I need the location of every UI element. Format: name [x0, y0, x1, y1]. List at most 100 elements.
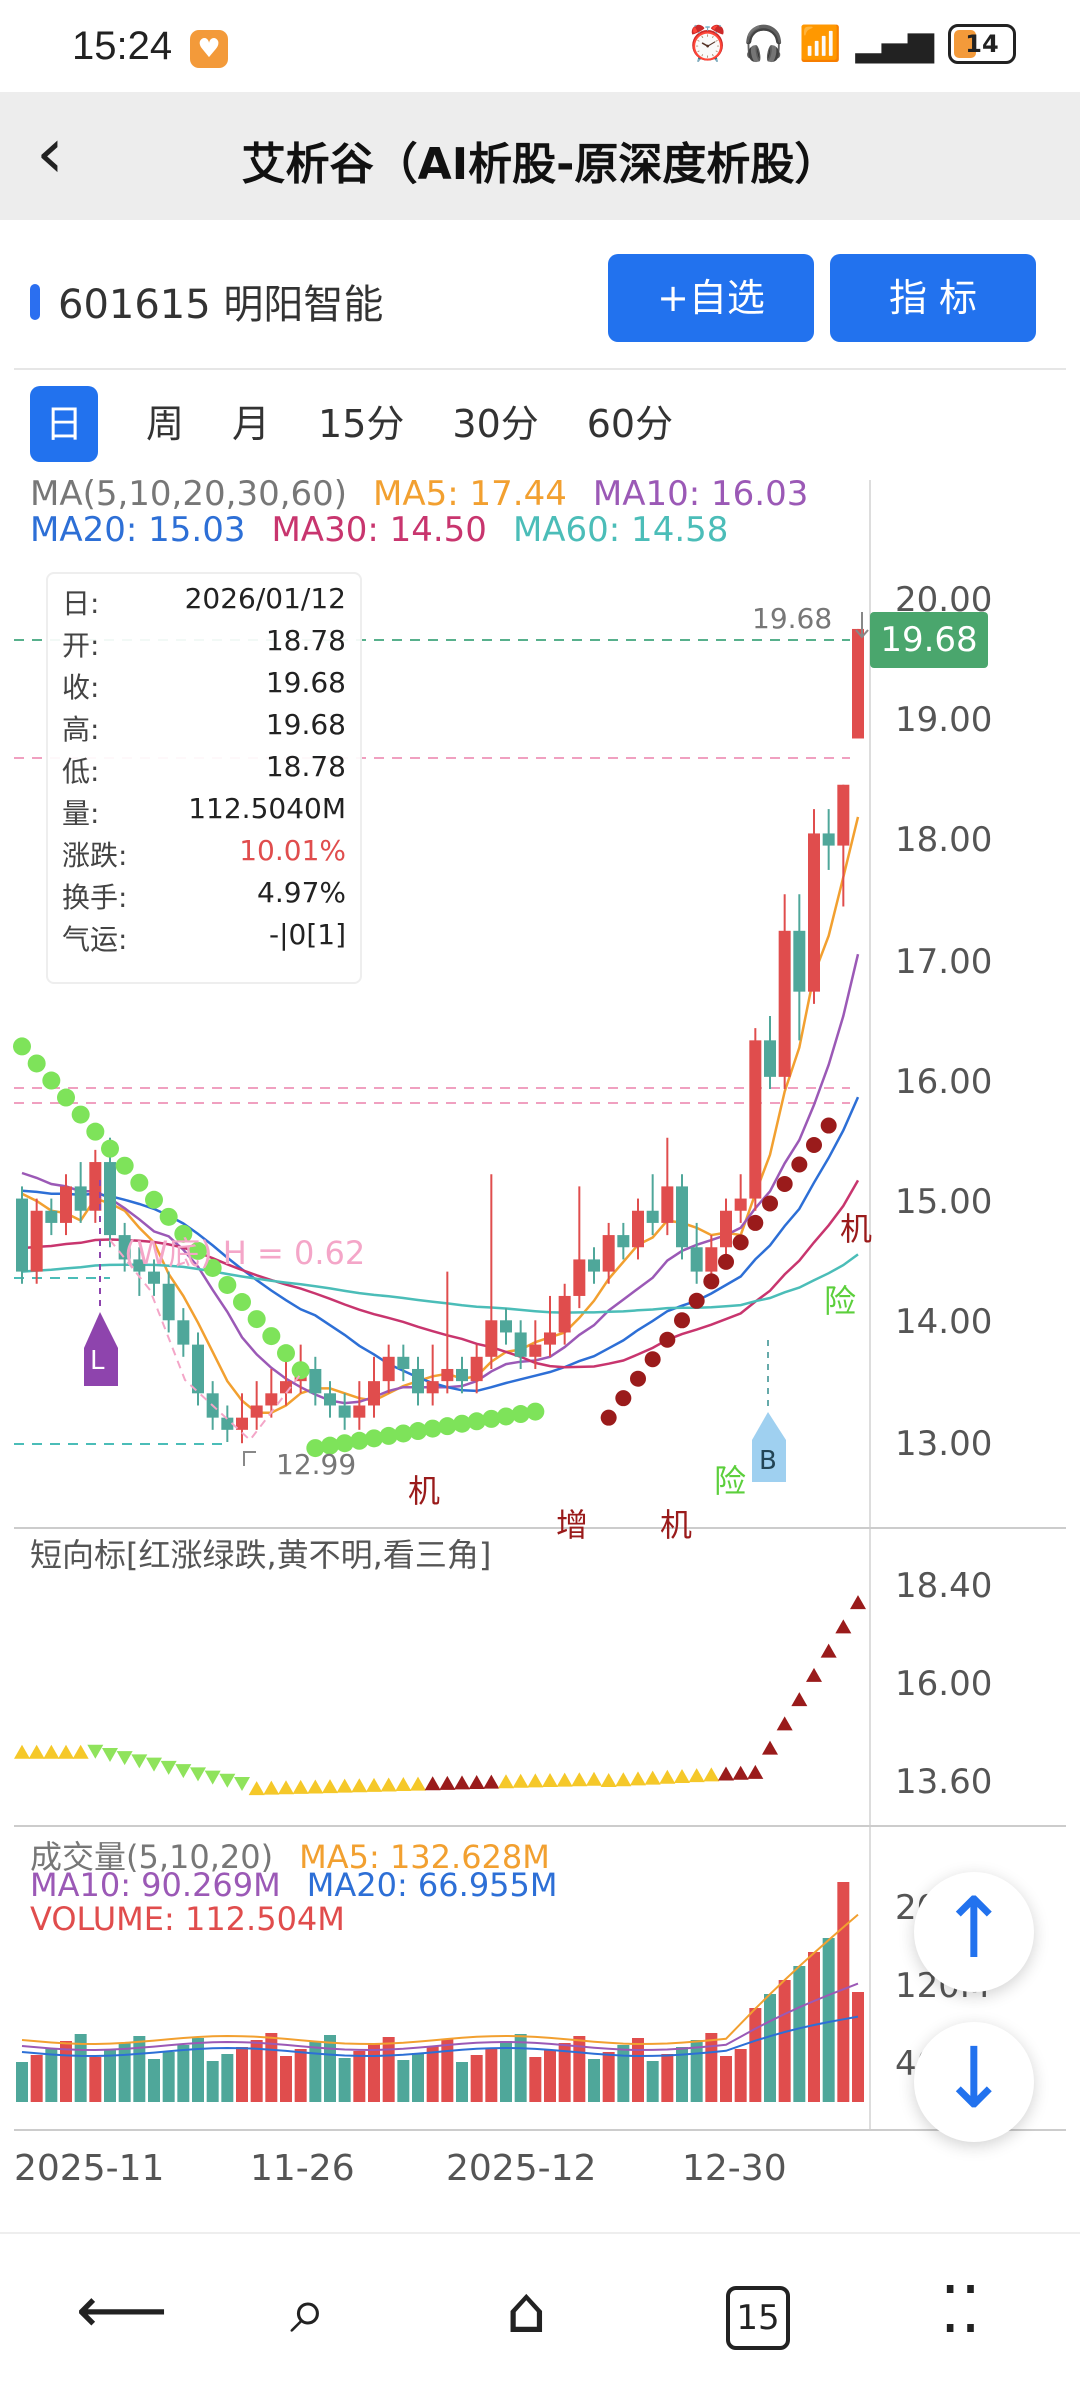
short-signal-triangle	[131, 1754, 148, 1769]
volume-bar	[309, 2042, 322, 2102]
tab-30min[interactable]: 30分	[452, 402, 539, 446]
red-signal-dot	[688, 1292, 705, 1309]
tip-change-value: 10.01%	[239, 834, 346, 867]
candle-body	[148, 1271, 160, 1284]
tip-date-key: 日:	[62, 587, 100, 620]
volume-bar	[822, 1938, 835, 2102]
short-signal-triangle	[116, 1751, 133, 1766]
short-signal-triangle	[366, 1777, 382, 1792]
x-label-3: 2025-12	[446, 2148, 597, 2189]
candle-body	[837, 784, 850, 846]
browser-nav-bar: ⟵ ⌕ ⌂ 15 ⁚⁚	[0, 2232, 1080, 2402]
period-tabs: 日 周 月 15分 30分 60分	[30, 384, 721, 464]
short-signal-triangle	[556, 1772, 573, 1787]
indicator-button[interactable]: 指 标	[830, 254, 1036, 342]
volume-bar	[544, 2050, 556, 2102]
red-signal-dot	[776, 1175, 793, 1192]
green-signal-dot	[379, 1426, 398, 1445]
short-signal-triangle	[791, 1692, 808, 1707]
candle-body	[89, 1162, 102, 1211]
candle-body	[60, 1186, 72, 1223]
candle-body	[852, 628, 864, 739]
back-arrow-icon[interactable]: ⟵	[76, 2274, 168, 2348]
red-signal-dot	[644, 1351, 661, 1368]
green-signal-dot	[218, 1275, 237, 1294]
green-signal-dot	[145, 1190, 163, 1209]
red-signal-dot	[703, 1273, 720, 1290]
volume-bar	[808, 1952, 820, 2102]
green-signal-dot	[453, 1414, 471, 1433]
B-marker	[752, 1412, 786, 1482]
volume-legend-row3: VOLUME: 112.504M	[30, 1900, 371, 1938]
tab-month[interactable]: 月	[232, 402, 271, 446]
price-axis-19: 19.00	[895, 700, 993, 740]
short-signal-triangle	[14, 1744, 30, 1759]
candle-body	[470, 1356, 483, 1382]
volume-bar	[192, 2038, 204, 2102]
short-indicator-label: 短向标[红涨绿跌,黄不明,看三角]	[30, 1536, 492, 1574]
ma-title: MA(5,10,20,30,60)	[30, 474, 348, 514]
volume-bar	[690, 2040, 703, 2102]
search-icon[interactable]: ⌕	[290, 2274, 326, 2348]
red-signal-dot	[791, 1156, 808, 1173]
ma-legend-row2: MA20: 15.03 MA30: 14.50 MA60: 14.58	[30, 510, 754, 550]
ma60-line	[21, 1253, 859, 1314]
short-signal-triangle	[234, 1777, 250, 1792]
candle-body	[529, 1344, 542, 1357]
short-signal-triangle	[806, 1667, 822, 1682]
short-signal-triangle	[395, 1777, 412, 1792]
tab-60min[interactable]: 60分	[586, 402, 674, 446]
volume-bar	[764, 1994, 776, 2102]
add-watchlist-button[interactable]: +自选	[608, 254, 814, 342]
short-signal-triangle	[160, 1760, 177, 1775]
candle-body	[646, 1210, 659, 1223]
short-signal-triangle	[630, 1771, 646, 1786]
kline-chart[interactable]	[0, 0, 1080, 2180]
candle-body	[822, 833, 835, 846]
short-signal-triangle	[204, 1770, 221, 1785]
green-signal-dot	[365, 1429, 383, 1448]
volume-bar	[412, 2053, 424, 2102]
green-signal-dot	[174, 1224, 193, 1243]
signal-zeng: 增	[556, 1506, 589, 1544]
tip-turnover-key: 换手:	[62, 881, 128, 914]
volume-bar	[118, 2043, 131, 2102]
volume-bar	[221, 2054, 234, 2102]
menu-icon[interactable]: ⁚⁚	[940, 2274, 981, 2348]
volume-bar	[734, 2049, 747, 2102]
short-axis-1: 18.40	[895, 1566, 993, 1606]
stock-name: 601615 明阳智能	[58, 282, 384, 328]
status-time: 15:24	[72, 24, 173, 68]
short-signal-triangle	[659, 1769, 676, 1784]
tab-week[interactable]: 周	[146, 402, 185, 446]
scroll-up-button[interactable]: ↑	[914, 1872, 1034, 1992]
volume-ma-line	[21, 1913, 859, 2046]
volume-bar	[646, 2061, 659, 2102]
volume-bar	[250, 2040, 263, 2102]
green-signal-dot	[247, 1310, 266, 1329]
volume-bar	[602, 2052, 615, 2102]
last-price-tag: 19.68	[870, 612, 988, 668]
tab-15min[interactable]: 15分	[318, 402, 405, 446]
green-signal-dot	[423, 1419, 442, 1438]
L-marker-label: L	[90, 1346, 105, 1376]
volume-bar	[500, 2041, 512, 2102]
back-icon[interactable]: ‹	[36, 112, 64, 194]
app-notification-icon: ♥	[190, 30, 228, 68]
short-signal-triangle	[776, 1716, 793, 1731]
scroll-down-button[interactable]: ↓	[914, 2022, 1034, 2142]
volume-bar	[558, 2043, 571, 2102]
candle-body	[778, 930, 791, 1077]
tabs-count-icon[interactable]: 15	[726, 2286, 790, 2350]
battery-level: 14	[965, 30, 999, 58]
status-icons: ⏰ 🎧 📶 ▂▄▆ 14	[687, 24, 1016, 64]
green-signal-dot	[203, 1258, 222, 1277]
short-signal-triangle	[850, 1595, 866, 1610]
home-icon[interactable]: ⌂	[506, 2274, 547, 2348]
tab-day[interactable]: 日	[30, 386, 98, 462]
volume-ma20: MA20: 66.955M	[306, 1866, 558, 1904]
green-signal-dot	[262, 1327, 281, 1346]
price-axis-13: 13.00	[895, 1424, 993, 1464]
candle-body	[705, 1247, 718, 1272]
volume-bar	[74, 2034, 87, 2102]
